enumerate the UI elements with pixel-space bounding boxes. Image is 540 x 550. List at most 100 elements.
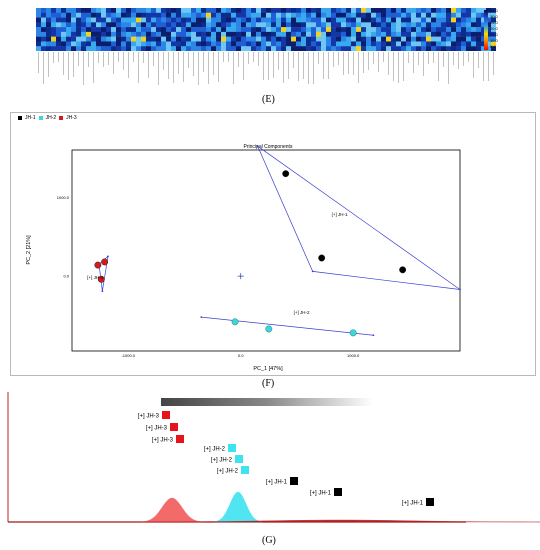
- heatmap-cell: [456, 46, 462, 52]
- heatmap-cell: [261, 8, 267, 13]
- heatmap-cell: [266, 22, 272, 28]
- heatmap-cell: [166, 8, 172, 13]
- heatmap-cell: [136, 31, 142, 37]
- pca-title: Principal Components: [244, 144, 293, 150]
- heatmap-cell: [326, 27, 332, 33]
- heatmap-cell: [256, 31, 262, 37]
- heatmap-cell: [416, 46, 422, 52]
- heatmap-cell: [386, 31, 392, 37]
- heatmap-cell: [36, 27, 42, 33]
- heatmap-cell: [386, 22, 392, 28]
- heatmap-cell: [321, 8, 327, 13]
- heatmap-cell: [481, 27, 487, 33]
- heatmap-cell: [76, 12, 82, 18]
- heatmap-cell: [211, 12, 217, 18]
- heatmap-cell: [86, 8, 92, 13]
- heatmap-cell: [406, 36, 412, 42]
- heatmap-cell: [226, 22, 232, 28]
- heatmap-cell: [236, 41, 242, 47]
- heatmap-cell: [46, 31, 52, 37]
- heatmap-cell: [396, 36, 402, 42]
- heatmap-cell: [166, 22, 172, 28]
- heatmap-cell: [366, 36, 372, 42]
- heatmap-cell: [371, 36, 377, 42]
- heatmap-cell: [101, 12, 107, 18]
- heatmap-cell: [471, 36, 477, 42]
- heatmap-cell: [286, 36, 292, 42]
- heatmap-cell: [66, 12, 72, 18]
- heatmap-cell: [176, 36, 182, 42]
- heatmap-cell: [451, 46, 457, 52]
- heatmap-cell: [186, 46, 192, 52]
- heatmap-cell: [291, 46, 297, 52]
- heatmap-cell: [491, 17, 497, 23]
- heatmap-cell: [41, 22, 47, 28]
- heatmap-cell: [421, 31, 427, 37]
- heatmap-cell: [431, 8, 437, 13]
- heatmap-cell: [471, 27, 477, 33]
- heatmap-cell: [181, 36, 187, 42]
- heatmap-cell: [331, 22, 337, 28]
- heatmap-cell: [421, 27, 427, 33]
- heatmap-cell: [306, 17, 312, 23]
- heatmap-cell: [196, 31, 202, 37]
- heatmap-cell: [181, 46, 187, 52]
- heatmap-cell: [281, 46, 287, 52]
- heatmap-cell: [121, 36, 127, 42]
- heatmap-cell: [211, 36, 217, 42]
- heatmap-cell: [376, 27, 382, 33]
- heatmap-cell: [196, 12, 202, 18]
- group-marker-square: [162, 411, 170, 419]
- heatmap-cell: [451, 12, 457, 18]
- heatmap-cell: [366, 41, 372, 47]
- heatmap-cell: [96, 22, 102, 28]
- heatmap-cell: [196, 41, 202, 47]
- heatmap-cell: [211, 27, 217, 33]
- group-marker-square: [241, 466, 249, 474]
- heatmap-cell: [241, 27, 247, 33]
- heatmap-cell: [341, 12, 347, 18]
- heatmap-cell: [156, 12, 162, 18]
- heatmap-cell: [341, 27, 347, 33]
- heatmap-cell: [241, 46, 247, 52]
- heatmap-cell: [491, 36, 497, 42]
- heatmap-cell: [126, 8, 132, 13]
- heatmap-cell: [461, 46, 467, 52]
- heatmap-cell: [261, 27, 267, 33]
- heatmap-cell: [81, 27, 87, 33]
- heatmap-cell: [431, 36, 437, 42]
- heatmap-cell: [416, 12, 422, 18]
- heatmap-cell: [441, 36, 447, 42]
- heatmap-cell: [126, 22, 132, 28]
- heatmap-cell: [346, 8, 352, 13]
- heatmap-cell: [451, 8, 457, 13]
- heatmap-cell: [446, 12, 452, 18]
- heatmap-cell: [76, 46, 82, 52]
- heatmap-cell: [191, 36, 197, 42]
- pca-ylabel: PC_2 [21%]: [26, 235, 32, 265]
- heatmap-cell: [146, 31, 152, 37]
- heatmap-cell: [96, 8, 102, 13]
- heatmap-cell: [471, 46, 477, 52]
- heatmap-cell: [176, 12, 182, 18]
- heatmap-cell: [111, 31, 117, 37]
- heatmap-cell: [226, 17, 232, 23]
- heatmap-cell: [471, 12, 477, 18]
- heatmap-cell: [286, 8, 292, 13]
- heatmap-cell: [306, 22, 312, 28]
- heatmap-cell: [116, 41, 122, 47]
- heatmap-cell: [306, 46, 312, 52]
- heatmap-cell: [451, 17, 457, 23]
- pca-point: [101, 258, 109, 266]
- heatmap-cell: [61, 36, 67, 42]
- heatmap-cell: [441, 46, 447, 52]
- heatmap-cell: [71, 41, 77, 47]
- heatmap-cell: [66, 46, 72, 52]
- heatmap-cell: [146, 17, 152, 23]
- heatmap-cell: [81, 36, 87, 42]
- pca-hull-vertex: [311, 270, 314, 273]
- heatmap-cell: [91, 31, 97, 37]
- pca-x-tick-label: 1000.0: [347, 353, 360, 358]
- heatmap-cell: [306, 27, 312, 33]
- heatmap-cell: [61, 41, 67, 47]
